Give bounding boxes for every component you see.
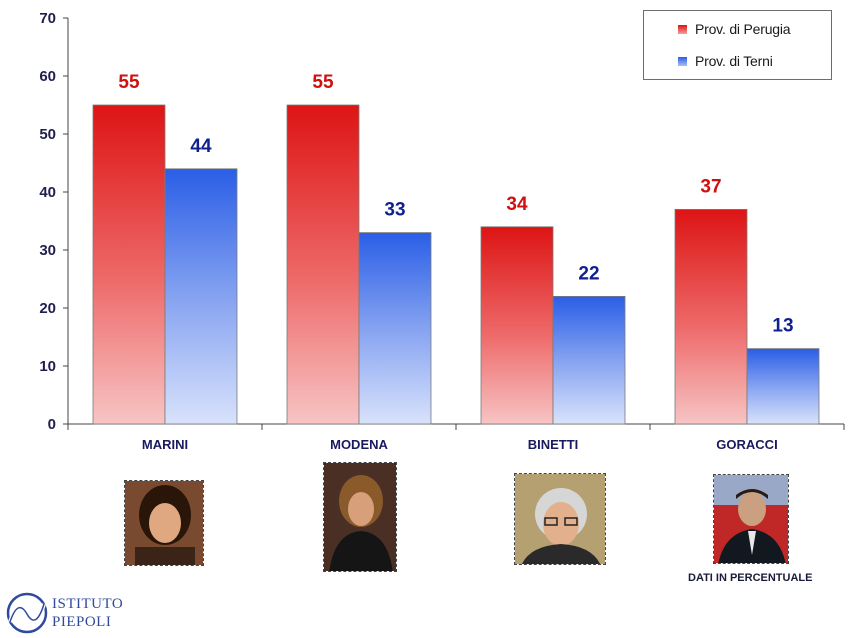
data-label: 55 [118,72,140,93]
x-tick-label: BINETTI [528,437,579,452]
legend-swatch-perugia [678,24,687,34]
y-tick-label: 20 [39,300,56,317]
logo-line1: ISTITUTO [52,596,124,612]
bar-binetti-series-2 [552,295,626,425]
logo: ISTITUTO PIEPOLI [4,592,134,634]
y-tick-label: 50 [39,126,56,143]
y-tick-label: 30 [39,242,56,259]
bar-goracci-series-2 [746,348,820,425]
bar-modena-series-2 [358,232,432,425]
logo-mark-icon [6,592,48,634]
data-label: 55 [312,72,334,93]
data-label: 34 [506,194,528,215]
photo-binetti [514,473,606,565]
logo-line2: PIEPOLI [52,614,112,630]
data-label: 37 [700,176,721,197]
legend-item-perugia: Prov. di Perugia [678,21,791,37]
bar-marini-series-1 [92,104,166,425]
y-tick-label: 0 [48,416,56,433]
y-tick-label: 10 [39,358,56,375]
bar-modena-series-1 [286,104,360,425]
legend-label-perugia: Prov. di Perugia [695,21,791,37]
photo-marini [124,480,204,566]
y-tick-label: 70 [39,10,56,27]
x-tick-label: MODENA [330,437,388,452]
y-tick-label: 60 [39,68,56,85]
data-label: 44 [190,136,212,157]
value-labels: 55 44 55 33 34 22 37 13 [118,72,793,337]
bar-goracci-series-1 [674,208,748,425]
bar-marini-series-2 [164,168,238,425]
bars [92,104,820,425]
x-tick-label: MARINI [142,437,188,452]
photo-goracci [713,474,789,564]
x-tick-label: GORACCI [716,437,777,452]
footnote: DATI IN PERCENTUALE [688,572,813,584]
bar-binetti-series-1 [480,226,554,425]
legend: Prov. di Perugia Prov. di Terni [643,10,832,80]
y-tick-label: 40 [39,184,56,201]
data-label: 33 [384,200,405,221]
legend-swatch-terni [678,56,687,66]
legend-item-terni: Prov. di Terni [678,53,773,69]
data-label: 13 [772,316,793,337]
legend-label-terni: Prov. di Terni [695,53,773,69]
photo-modena [323,462,397,572]
axes: 0 10 20 30 40 50 60 70 MARINI MODENA BINETTI GORACC… [39,10,845,452]
data-label: 22 [578,263,599,284]
